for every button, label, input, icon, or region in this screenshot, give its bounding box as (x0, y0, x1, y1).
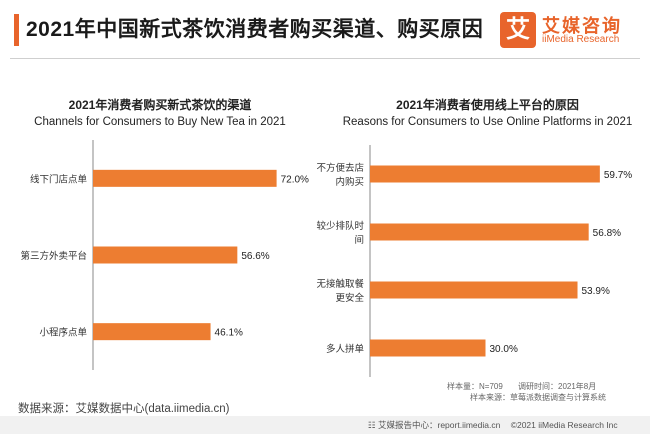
left-chart-title: 2021年消费者购买新式茶饮的渠道 (68, 98, 252, 112)
value-label: 72.0% (281, 174, 309, 185)
category-label: 间 (354, 234, 364, 246)
value-label: 56.8% (593, 228, 621, 239)
page-title: 2021年中国新式茶饮消费者购买渠道、购买原因 (26, 18, 484, 41)
sample-size-note: 样本量：N=709 (447, 382, 503, 391)
value-label: 30.0% (490, 344, 518, 355)
category-label: 多人拼单 (326, 343, 365, 355)
logo-mark-icon: 艾 (500, 12, 536, 48)
report-center-icon: ☷ (368, 420, 376, 430)
bar (370, 223, 589, 241)
right-chart-subtitle: Reasons for Consumers to Use Online Plat… (342, 116, 633, 128)
footer-credits: ☷ 艾媒报告中心：report.iimedia.cn ©2021 iiMedia… (368, 419, 618, 431)
category-label: 不方便去店 (316, 162, 364, 174)
footer-bar (0, 416, 650, 434)
sample-source-note: 样本来源：草莓派数据调查与计算系统 (470, 393, 606, 402)
value-label: 59.7% (604, 170, 632, 181)
category-label: 小程序点单 (39, 327, 87, 339)
value-label: 53.9% (582, 286, 610, 297)
value-label: 46.1% (215, 328, 243, 339)
copyright-text: ©2021 iiMedia Research Inc (510, 420, 618, 430)
category-label: 无接触取餐 (316, 278, 364, 290)
category-label: 内购买 (335, 176, 364, 188)
bar (370, 281, 578, 299)
data-source: 数据来源：艾媒数据中心(data.iimedia.cn) (18, 403, 230, 415)
brand-logo: 艾 艾媒咨询 iiMedia Research (500, 12, 642, 50)
right-chart-title: 2021年消费者使用线上平台的原因 (396, 98, 579, 112)
left-bar-chart: 72.0% 线下门店点单 56.6% 第三方外卖平台 46.1% 小程序点单 (20, 140, 309, 370)
bar (370, 165, 600, 183)
bar (93, 169, 277, 187)
bar (370, 339, 486, 357)
logo-english-name: iiMedia Research (542, 34, 620, 45)
logo-chinese-name: 艾媒咨询 (542, 16, 622, 36)
survey-time-note: 调研时间：2021年8月 (518, 382, 597, 391)
category-label: 第三方外卖平台 (20, 250, 87, 262)
header-divider (10, 58, 640, 59)
value-label: 56.6% (241, 251, 269, 262)
title-accent-bar (14, 14, 19, 46)
left-chart-subtitle: Channels for Consumers to Buy New Tea in… (34, 116, 286, 128)
bar (93, 246, 238, 264)
category-label: 线下门店点单 (30, 173, 88, 185)
bar (93, 323, 211, 341)
category-label: 较少排队时 (316, 220, 364, 232)
report-center-link[interactable]: 艾媒报告中心：report.iimedia.cn (378, 420, 501, 430)
category-label: 更安全 (335, 292, 364, 304)
